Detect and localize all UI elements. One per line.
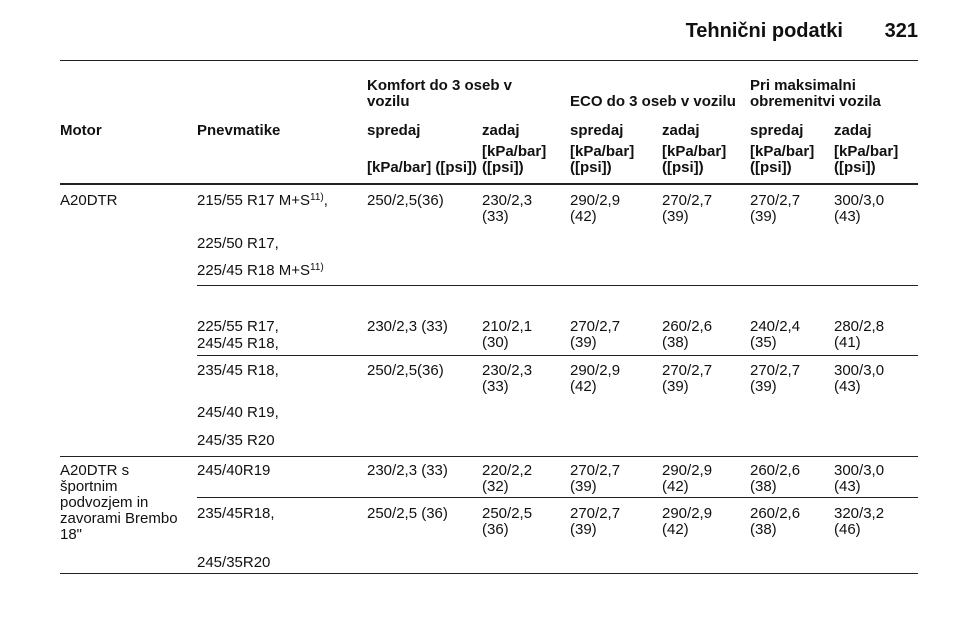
- pressure-value: 260/2,6 (38): [662, 318, 713, 351]
- unit-header: [kPa/bar] ([psi]): [367, 159, 478, 176]
- unit-header: [kPa/bar] ([psi]): [662, 143, 727, 176]
- pressure-value: 230/2,3 (33): [482, 192, 533, 225]
- header-rule: [60, 60, 918, 61]
- pressure-value: 270/2,7 (39): [750, 362, 801, 395]
- pressure-value: 260/2,6 (38): [750, 462, 801, 495]
- row-rule: [60, 573, 918, 574]
- tyre-text: 225/45 R18 M+S: [197, 262, 310, 279]
- pressure-value: 250/2,5(36): [367, 192, 444, 209]
- pressure-value: 320/3,2 (46): [834, 505, 885, 538]
- pressure-value: 290/2,9 (42): [570, 192, 621, 225]
- tyre-text: 245/45 R18,: [197, 335, 279, 352]
- tyre-text: 245/35 R20: [197, 432, 275, 449]
- pressure-value: 270/2,7 (39): [570, 505, 621, 538]
- pressure-value: 290/2,9 (42): [570, 362, 621, 395]
- pressure-value: 300/3,0 (43): [834, 362, 885, 395]
- pressure-value: 250/2,5(36): [367, 362, 444, 379]
- tyre: 245/35 R20: [197, 433, 275, 449]
- tyre-text: 235/45 R18,: [197, 362, 279, 379]
- unit-header: [kPa/bar] ([psi]): [834, 143, 899, 176]
- tyre-text: 245/40R19: [197, 462, 271, 479]
- row-rule: [197, 285, 918, 286]
- tyre: 235/45 R18,: [197, 363, 279, 379]
- pressure-value: 290/2,9 (42): [662, 505, 713, 538]
- tyre-text: 225/50 R17,: [197, 235, 279, 252]
- pressure-value: 280/2,8 (41): [834, 318, 885, 351]
- pressure-value: 230/2,3 (33): [482, 362, 533, 395]
- column-header: zadaj: [834, 122, 872, 139]
- motor: A20DTR s športnim podvozjem in zavorami …: [60, 462, 178, 543]
- tyre-text: 235/45R18,: [197, 505, 275, 522]
- tyre: 225/45 R18 M+S11): [197, 263, 324, 279]
- row-rule: [60, 456, 918, 457]
- group-header: Pri maksimalni obremenitvi vozila: [750, 77, 881, 110]
- column-header: spredaj: [750, 122, 804, 139]
- row-rule: [197, 355, 918, 356]
- tyre-text: 215/55 R17 M+S: [197, 192, 310, 209]
- tyre: 215/55 R17 M+S11),: [197, 193, 328, 209]
- tyre: 225/50 R17,: [197, 236, 279, 252]
- pressure-value: 210/2,1 (30): [482, 318, 533, 351]
- column-header: spredaj: [570, 122, 624, 139]
- header-title: Tehnični podatki: [685, 20, 843, 42]
- column-header: zadaj: [482, 122, 520, 139]
- pressure-value: 270/2,7 (39): [662, 362, 713, 395]
- tyre: 245/40 R19,: [197, 405, 279, 421]
- tyre-text: 245/35R20: [197, 554, 271, 571]
- group-header: ECO do 3 oseb v vozilu: [570, 93, 736, 110]
- pressure-value: 270/2,7 (39): [570, 462, 621, 495]
- tyre: 225/55 R17,: [197, 319, 279, 335]
- page-number: 321: [884, 20, 918, 42]
- row-rule: [197, 497, 918, 498]
- pressure-value: 270/2,7 (39): [570, 318, 621, 351]
- tyre: 245/35R20: [197, 555, 270, 571]
- unit-header: [kPa/bar] ([psi]): [750, 143, 815, 176]
- pressure-value: 230/2,3 (33): [367, 462, 448, 479]
- tyre: 235/45R18,: [197, 506, 275, 522]
- unit-header: [kPa/bar] ([psi]): [482, 143, 547, 176]
- pressure-value: 240/2,4 (35): [750, 318, 801, 351]
- pressure-value: 250/2,5 (36): [482, 505, 533, 538]
- pressure-value: 300/3,0 (43): [834, 462, 885, 495]
- group-header: Komfort do 3 oseb v vozilu: [367, 77, 513, 110]
- column-header: spredaj: [367, 122, 421, 139]
- pressure-value: 300/3,0 (43): [834, 192, 885, 225]
- tyre-suffix: ,: [323, 192, 328, 209]
- pressure-value: 230/2,3 (33): [367, 318, 448, 335]
- pressure-value: 290/2,9 (42): [662, 462, 713, 495]
- column-header: Pnevmatike: [197, 122, 281, 139]
- column-header: zadaj: [662, 122, 700, 139]
- tyre-text: 245/40 R19,: [197, 404, 279, 421]
- footnote-ref: 11): [310, 262, 324, 273]
- tyre-text: 225/55 R17,: [197, 318, 279, 335]
- pressure-value: 220/2,2 (32): [482, 462, 533, 495]
- tyre: 245/45 R18,: [197, 336, 279, 352]
- footnote-ref: 11): [310, 192, 324, 203]
- motor: A20DTR: [60, 192, 118, 209]
- pressure-value: 250/2,5 (36): [367, 505, 448, 522]
- unit-header: [kPa/bar] ([psi]): [570, 143, 635, 176]
- table-head-rule: [60, 183, 918, 185]
- pressure-value: 270/2,7 (39): [662, 192, 713, 225]
- tyre: 245/40R19: [197, 463, 270, 479]
- column-header: Motor: [60, 122, 102, 139]
- pressure-value: 270/2,7 (39): [750, 192, 801, 225]
- pressure-value: 260/2,6 (38): [750, 505, 801, 538]
